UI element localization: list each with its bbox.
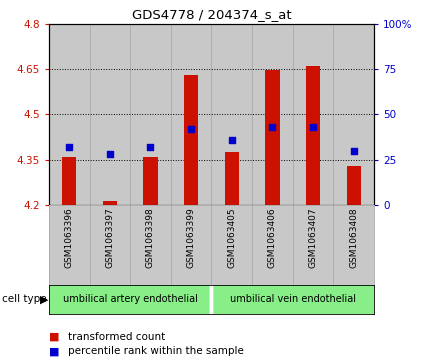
Text: GSM1063396: GSM1063396: [65, 208, 74, 268]
Bar: [265, 70, 280, 205]
Text: GSM1063406: GSM1063406: [268, 208, 277, 268]
Text: GSM1063407: GSM1063407: [309, 208, 317, 268]
Bar: [143, 157, 158, 205]
Bar: [225, 152, 239, 205]
Point: [350, 148, 357, 154]
Text: ▶: ▶: [40, 294, 49, 305]
Bar: [171, 24, 211, 205]
Text: ■: ■: [49, 332, 60, 342]
Bar: [211, 24, 252, 205]
Title: GDS4778 / 204374_s_at: GDS4778 / 204374_s_at: [132, 8, 291, 21]
Point: [188, 126, 195, 132]
Text: GSM1063405: GSM1063405: [227, 208, 236, 268]
Point: [228, 137, 235, 143]
Bar: [252, 24, 293, 205]
Bar: [184, 75, 198, 205]
Point: [147, 144, 154, 150]
Text: GSM1063397: GSM1063397: [105, 208, 114, 268]
Text: umbilical artery endothelial: umbilical artery endothelial: [63, 294, 198, 305]
Text: cell type: cell type: [2, 294, 47, 305]
Text: GSM1063399: GSM1063399: [187, 208, 196, 268]
Bar: [333, 24, 374, 205]
Bar: [103, 201, 117, 205]
Bar: [346, 166, 361, 205]
Text: ■: ■: [49, 346, 60, 356]
Point: [269, 124, 276, 130]
Point: [66, 144, 73, 150]
Bar: [293, 24, 333, 205]
Bar: [90, 24, 130, 205]
Text: umbilical vein endothelial: umbilical vein endothelial: [230, 294, 356, 305]
Text: transformed count: transformed count: [68, 332, 165, 342]
Bar: [49, 24, 90, 205]
Bar: [49, 285, 211, 314]
Text: GSM1063398: GSM1063398: [146, 208, 155, 268]
Point: [310, 124, 317, 130]
Bar: [211, 285, 374, 314]
Bar: [62, 157, 76, 205]
Text: percentile rank within the sample: percentile rank within the sample: [68, 346, 244, 356]
Text: GSM1063408: GSM1063408: [349, 208, 358, 268]
Point: [106, 151, 113, 157]
Bar: [130, 24, 171, 205]
Bar: [306, 66, 320, 205]
